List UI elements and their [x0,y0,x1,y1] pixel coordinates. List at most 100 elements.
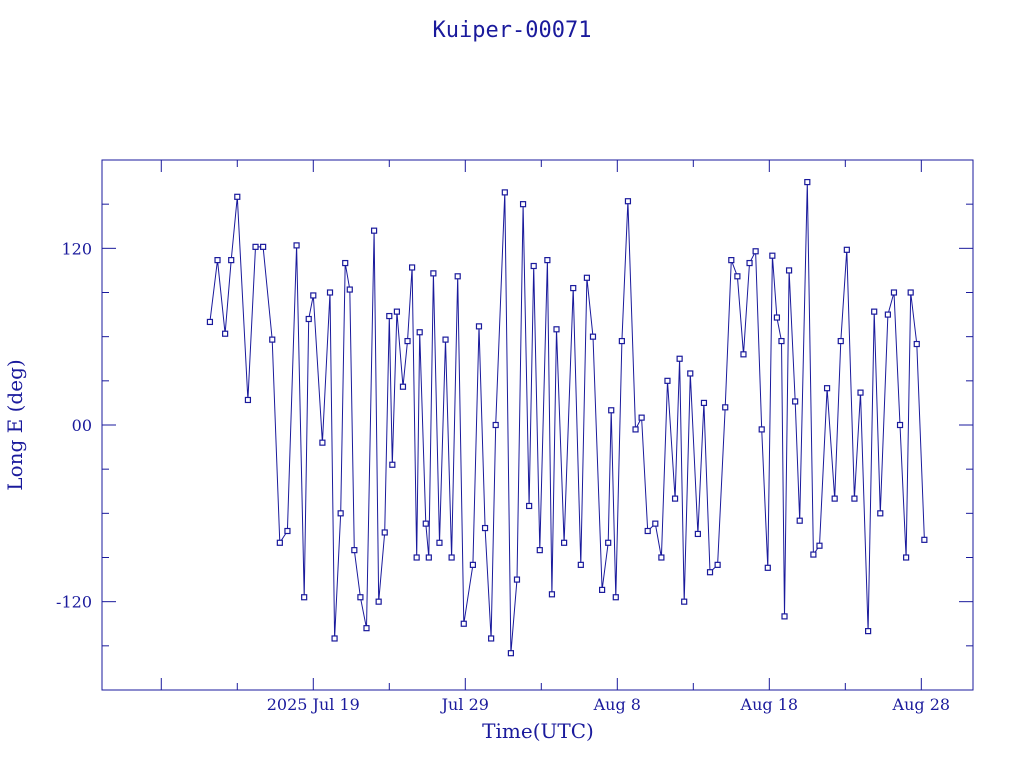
data-point [346,286,353,293]
data-point [501,189,508,196]
data-point [393,308,400,315]
data-point [319,439,326,446]
axis-tick-labels: 2025 Jul 19 Jul 29 Aug 8 Aug 18 Aug 28 120 00 -… [56,239,950,714]
data-point [342,259,349,267]
data-point [764,564,771,571]
data-point [399,383,407,390]
data-point [326,289,334,296]
data-point [404,337,411,345]
data-point [921,536,928,543]
data-point [222,330,229,337]
data-point [570,284,577,292]
data-point [877,510,884,517]
data-point [252,243,259,250]
data-point [548,591,556,598]
data-point [276,539,283,546]
data-point [687,370,694,377]
data-point [284,527,291,535]
data-point [305,315,312,323]
data-point [843,246,850,253]
data-point [526,502,533,510]
data-point [363,625,370,632]
data-point [608,407,615,414]
data-point [206,318,214,326]
y-tick-label: -120 [56,593,92,612]
data-point [492,421,499,429]
x-tick-label: Aug 8 [593,695,641,714]
data-point [269,336,276,343]
data-point [903,554,910,561]
data-point [781,613,788,620]
data-point [907,289,914,296]
data-point [337,510,344,517]
chart-title: Kuiper-00071 [433,18,592,43]
data-point [408,264,416,271]
data-point [331,635,338,642]
data-point [357,594,364,601]
x-tick-label: Aug 18 [740,695,799,714]
data-point [758,426,765,433]
data-point [488,635,495,642]
data-point [804,178,811,186]
x-tick-label: Aug 28 [892,695,951,714]
data-point [310,292,317,299]
data-point [519,201,527,208]
data-point [454,273,461,280]
data-point [871,308,878,315]
data-point [681,598,688,605]
data-point [857,389,864,396]
data-point [644,527,651,535]
data-point [214,257,221,264]
data-point [796,517,803,524]
data-point [778,337,785,345]
data-point [884,311,891,318]
data-point [442,336,449,343]
data-point [638,414,645,421]
y-tick-label: 120 [61,239,92,258]
data-point [513,576,521,583]
data-point [752,248,759,255]
data-point [553,326,560,333]
data-point [469,561,476,568]
data-point [671,495,679,502]
data-point [381,529,388,536]
data-point [816,542,823,549]
data-point [837,337,844,345]
data-point [416,329,423,336]
data-point [810,551,817,558]
data-point [583,274,591,281]
data-point [370,227,378,234]
data-point [460,620,467,627]
data-point [831,495,838,502]
data-point [544,257,551,264]
data-point [694,530,701,538]
data-point [700,399,708,407]
x-tick-label: 2025 Jul 19 [267,695,360,714]
data-point [234,193,241,200]
data-point [605,539,612,546]
data-point [913,340,920,348]
y-axis-label: Long E (deg) [3,359,27,490]
series-layer [206,178,928,657]
data-point [425,554,432,561]
data-point [260,243,267,250]
data-point [293,242,300,249]
data-point [481,524,489,532]
data-point [561,539,568,546]
data-point [430,270,437,277]
x-axis-label: Time(UTC) [482,719,594,743]
data-point [386,312,393,320]
data-point [389,461,396,468]
data-point [536,547,543,554]
data-point [664,377,671,384]
data-point [448,554,455,561]
data-point [746,259,753,267]
data-point [740,351,747,358]
data-point [706,569,714,576]
data-point [507,650,514,657]
data-point [890,289,898,296]
data-point [785,267,793,274]
data-point [773,314,781,321]
data-point [612,594,619,601]
